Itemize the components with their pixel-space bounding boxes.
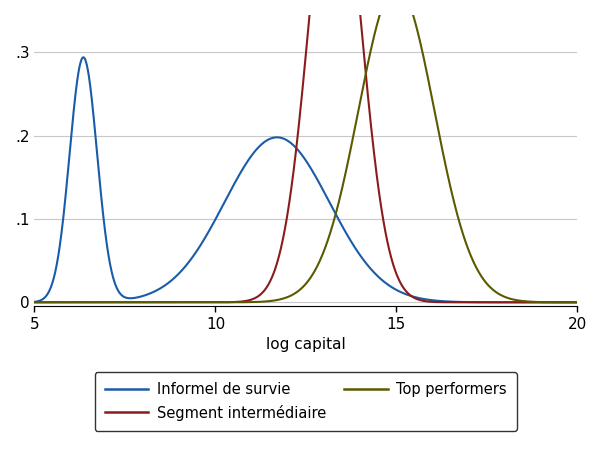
X-axis label: log capital: log capital [266,338,346,353]
Legend: Informel de survie, Segment intermédiaire, Top performers: Informel de survie, Segment intermédiair… [95,372,517,431]
